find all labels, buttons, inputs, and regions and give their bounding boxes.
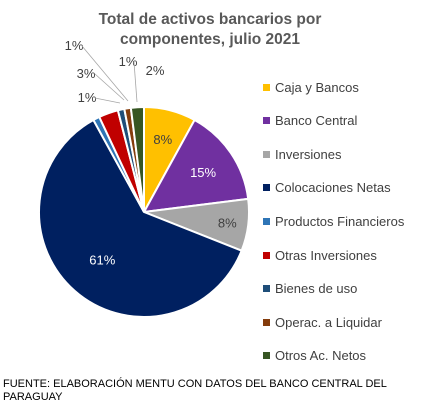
legend-item-productos-financieros: Productos Financieros <box>263 212 404 230</box>
legend-item-caja-y-bancos: Caja y Bancos <box>263 78 359 96</box>
source-note: FUENTE: ELABORACIÓN MENTU CON DATOS DEL … <box>3 378 387 403</box>
legend-label: Operac. a Liquidar <box>275 314 382 330</box>
legend-swatch <box>263 217 270 225</box>
legend-item-operac-a-liquidar: Operac. a Liquidar <box>263 313 382 331</box>
leader-line <box>81 45 129 102</box>
data-label-colocaciones-netas: 61% <box>89 252 115 267</box>
leader-line <box>94 73 125 101</box>
pie-chart: 8% 15% 8% 61% 1% 3% 1% 1% 2% <box>38 38 250 319</box>
legend-swatch <box>263 83 270 91</box>
legend-label: Otros Ac. Netos <box>275 348 367 364</box>
pie-slice-colocaciones-netas <box>38 118 243 319</box>
legend-swatch <box>263 150 270 158</box>
data-label-banco-central: 15% <box>190 165 216 180</box>
legend-item-colocaciones-netas: Colocaciones Netas <box>263 179 391 197</box>
legend-swatch <box>263 117 270 125</box>
data-label-operac-a-liquidar: 1% <box>119 54 138 69</box>
legend-item-otros-ac-netos: Otros Ac. Netos <box>263 347 366 365</box>
legend-label: Caja y Bancos <box>275 79 359 95</box>
legend-swatch <box>263 318 270 326</box>
legend-swatch <box>263 285 270 293</box>
legend-swatch <box>263 184 270 192</box>
chart-title: Total de activos bancarios por component… <box>60 10 360 50</box>
chart-title-line-2: componentes, julio 2021 <box>119 31 301 48</box>
legend-label: Otras Inversiones <box>275 247 377 263</box>
legend-label: Inversiones <box>275 146 342 162</box>
data-label-bienes-de-uso: 1% <box>65 38 84 53</box>
data-label-otras-inversiones: 3% <box>77 66 96 81</box>
data-label-productos-financieros: 1% <box>78 90 97 105</box>
legend-swatch <box>263 352 270 360</box>
leader-line <box>94 97 121 104</box>
legend-item-bienes-de-uso: Bienes de uso <box>263 280 357 298</box>
pie-slice-otros-ac-netos <box>129 105 145 213</box>
pie-slice-banco-central <box>142 118 250 214</box>
legend-label: Bienes de uso <box>275 281 358 297</box>
leader-line <box>133 61 138 103</box>
legend-swatch <box>263 251 270 259</box>
legend-item-banco-central: Banco Central <box>263 112 357 130</box>
chart-title-line-1: Total de activos bancarios por <box>98 11 322 28</box>
data-label-inversiones: 8% <box>218 216 237 231</box>
legend-item-inversiones: Inversiones <box>263 145 341 163</box>
legend-label: Banco Central <box>275 113 358 129</box>
legend-label: Colocaciones Netas <box>275 180 391 196</box>
legend-item-otras-inversiones: Otras Inversiones <box>263 246 377 264</box>
legend-label: Productos Financieros <box>275 213 405 229</box>
data-label-caja-y-bancos: 8% <box>153 132 172 147</box>
data-label-otros-ac-netos: 2% <box>146 63 165 78</box>
